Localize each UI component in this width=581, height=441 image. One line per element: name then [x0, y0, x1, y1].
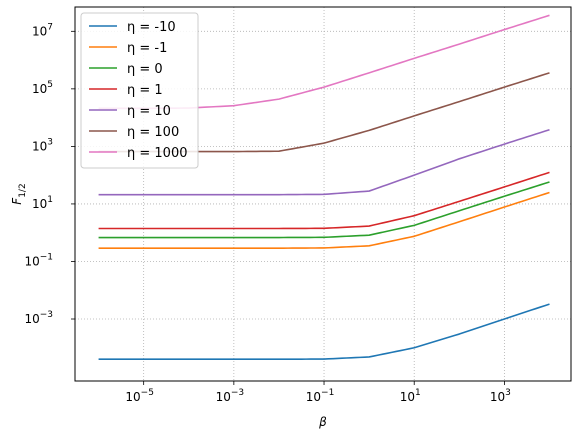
- x-axis-label: β: [318, 415, 327, 429]
- y-tick-label: 10−3: [24, 310, 53, 326]
- legend-label: η = 1000: [127, 146, 187, 161]
- legend-label: η = 0: [127, 62, 163, 77]
- x-tick-label: 103: [490, 388, 511, 404]
- x-tick-label: 10−3: [216, 388, 245, 404]
- series-line-1: [98, 191, 550, 249]
- legend: η = -10 η = -1 η = 0 η = 1 η = 10 η = 100 η = …: [80, 12, 199, 169]
- legend-label: η = -10: [127, 20, 176, 35]
- x-tick-label: 10−5: [125, 388, 154, 404]
- plot-frame: [74, 6, 572, 382]
- legend-label: η = 1: [127, 83, 163, 98]
- series-line-2: [98, 181, 550, 239]
- x-tick-label: 101: [400, 388, 421, 404]
- legend-label: η = -1: [127, 41, 167, 56]
- y-tick-label: 105: [32, 80, 53, 96]
- series-line-0: [98, 303, 550, 361]
- legend-label: η = 10: [127, 104, 171, 119]
- y-tick-label: 101: [32, 195, 53, 211]
- series-line-4: [98, 128, 550, 196]
- y-tick-label: 103: [32, 137, 53, 153]
- series-line-3: [98, 171, 550, 230]
- y-tick-label: 10−1: [24, 252, 53, 268]
- legend-box: [80, 12, 199, 169]
- y-tick-label: 107: [32, 22, 53, 38]
- y-axis-label: F1/2: [10, 183, 28, 204]
- x-tick-label: 10−1: [306, 388, 335, 404]
- series-layer: [98, 14, 550, 361]
- legend-label: η = 100: [127, 125, 179, 140]
